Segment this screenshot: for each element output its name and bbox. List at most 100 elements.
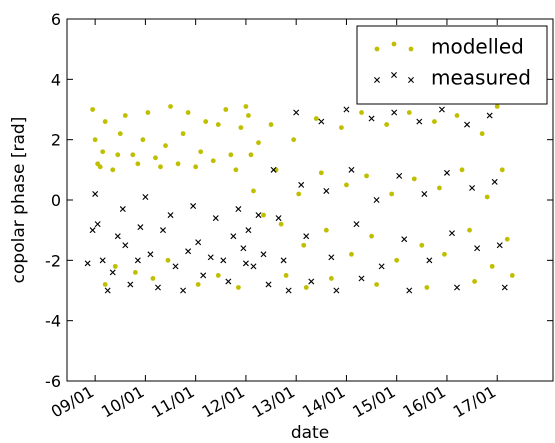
data-point (97, 164, 103, 170)
data-point (273, 167, 279, 173)
data-point (165, 257, 171, 263)
legend-box (356, 25, 548, 105)
data-point (504, 236, 510, 242)
data-point (496, 242, 503, 249)
x-axis-label: date (291, 423, 329, 443)
data-point (494, 104, 500, 109)
data-point (104, 287, 111, 294)
data-point (167, 212, 174, 219)
data-point (378, 263, 385, 270)
data-point (301, 242, 307, 248)
data-point (343, 106, 350, 113)
data-point (479, 131, 485, 137)
data-point (115, 152, 121, 158)
data-point (215, 122, 221, 127)
data-point (369, 233, 374, 239)
data-point (501, 284, 508, 291)
data-point (160, 227, 166, 234)
data-point (283, 273, 289, 278)
data-point (411, 176, 417, 182)
data-point (509, 273, 515, 278)
data-point (153, 155, 158, 161)
data-point (280, 257, 287, 264)
legend-marker (408, 46, 414, 52)
data-point (303, 285, 309, 290)
data-point (246, 113, 251, 118)
legend-marker (374, 46, 380, 52)
data-point (491, 178, 498, 185)
data-point (172, 263, 179, 270)
data-point (443, 169, 450, 176)
data-point (464, 121, 471, 128)
data-point (401, 236, 408, 243)
data-point (353, 221, 360, 228)
y-tick-label: 6 (51, 10, 61, 29)
data-point (426, 257, 433, 264)
data-point (230, 233, 237, 240)
data-point (318, 170, 324, 176)
data-point (278, 221, 284, 227)
data-point (454, 113, 460, 118)
x-tick-label: 12/01 (198, 382, 247, 422)
y-tick-label: -2 (45, 251, 61, 270)
data-point (212, 215, 219, 222)
data-point (260, 251, 267, 258)
data-point (235, 206, 242, 213)
data-point (210, 158, 216, 164)
data-point (268, 122, 274, 127)
data-point (180, 131, 186, 137)
data-point (235, 285, 241, 290)
data-point (228, 152, 234, 158)
data-point (472, 279, 477, 284)
data-point (92, 190, 99, 197)
data-point (89, 227, 96, 234)
data-point (99, 257, 106, 264)
data-point (140, 137, 146, 143)
data-point (109, 269, 116, 276)
data-point (163, 143, 168, 149)
data-point (203, 119, 209, 124)
data-point (489, 263, 495, 269)
x-tick-label: 10/01 (98, 382, 147, 422)
data-point (358, 275, 365, 282)
data-point (419, 242, 425, 248)
legend-marker (391, 72, 397, 78)
data-point (499, 167, 505, 173)
data-point (102, 282, 108, 287)
data-point (313, 116, 319, 121)
data-point (198, 149, 204, 155)
data-point (318, 118, 325, 125)
data-point (486, 112, 493, 119)
data-point (130, 152, 136, 158)
data-point (100, 149, 106, 155)
data-point (193, 164, 199, 170)
data-point (92, 137, 98, 143)
data-point (293, 109, 300, 116)
y-tick-label: 2 (51, 131, 61, 150)
x-tick-label: 14/01 (299, 382, 348, 422)
data-point (145, 110, 151, 115)
data-point (261, 212, 266, 218)
data-point (248, 152, 254, 158)
data-point (242, 260, 249, 267)
data-point (134, 257, 141, 264)
data-point (459, 167, 465, 173)
data-point (484, 194, 490, 200)
data-point (448, 230, 455, 237)
data-point (251, 188, 256, 194)
data-point (421, 190, 428, 197)
data-point (243, 104, 249, 109)
data-point (122, 113, 128, 118)
data-point (122, 242, 129, 249)
data-point (339, 125, 344, 130)
data-point (373, 197, 380, 203)
y-tick-label: -6 (45, 372, 61, 391)
data-point (469, 184, 476, 191)
data-point (240, 245, 247, 252)
data-point (296, 191, 302, 197)
data-point (114, 233, 121, 240)
data-point (150, 276, 156, 281)
data-point (250, 263, 257, 270)
data-point (442, 251, 447, 257)
data-point (110, 167, 116, 173)
